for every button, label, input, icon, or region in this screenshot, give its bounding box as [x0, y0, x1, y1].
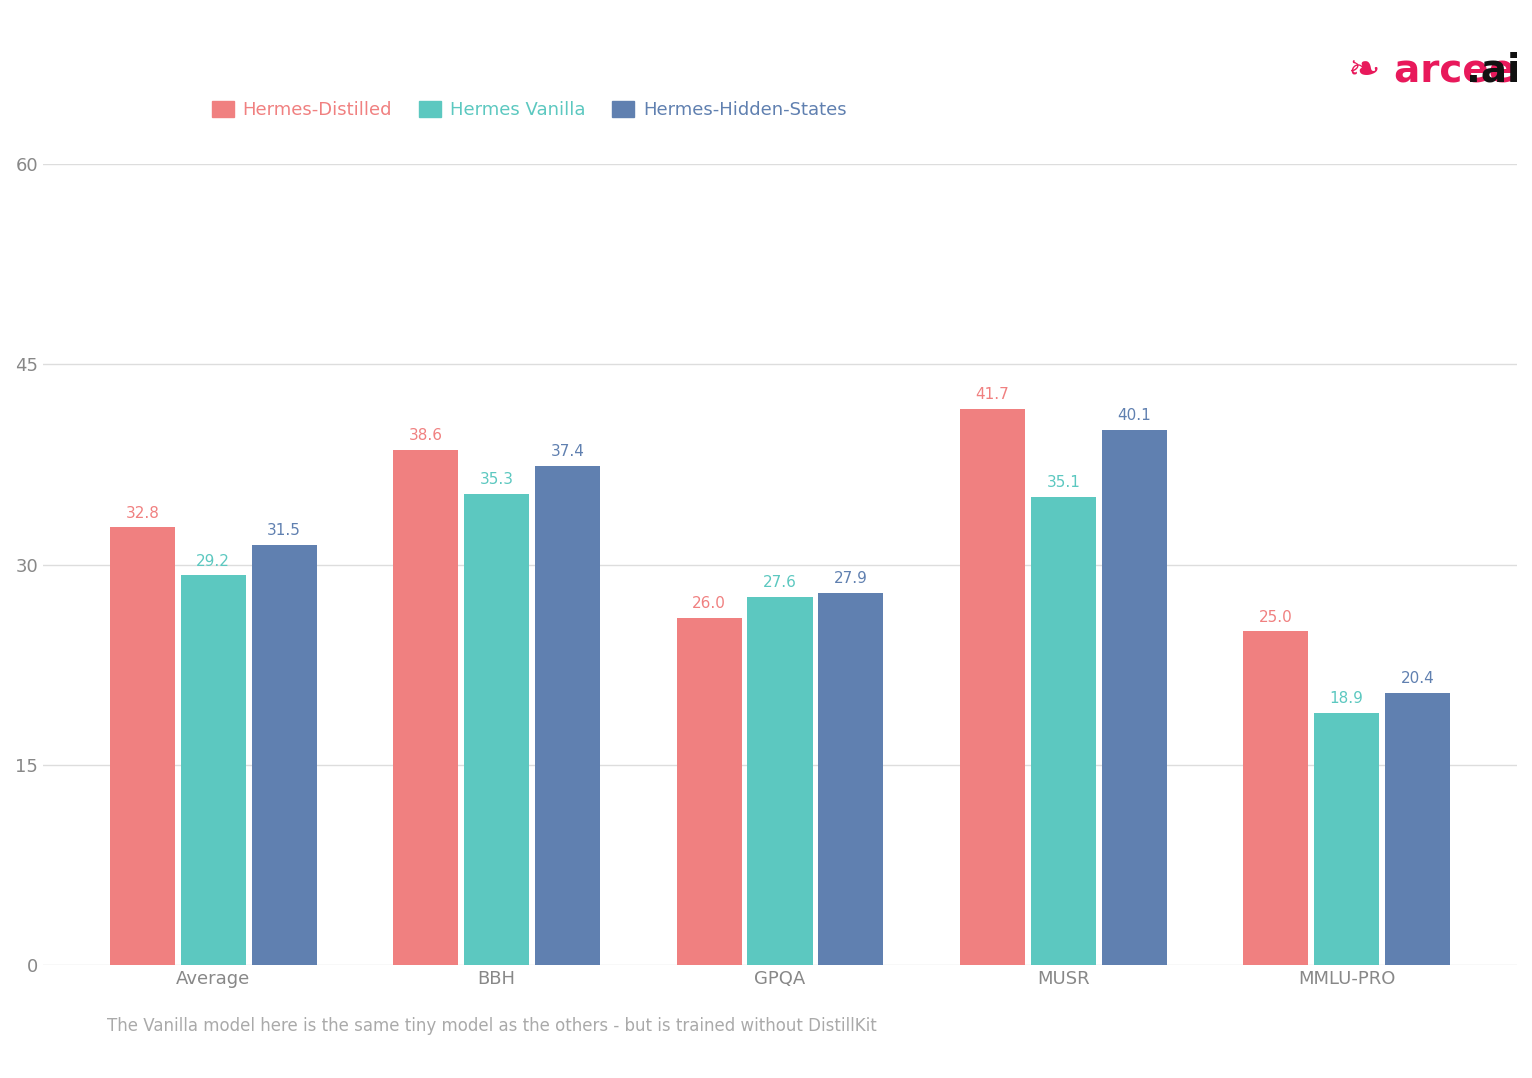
Bar: [677, 618, 741, 965]
Bar: [1242, 632, 1308, 965]
Text: 18.9: 18.9: [1330, 691, 1363, 706]
Text: 31.5: 31.5: [267, 523, 302, 538]
Text: 40.1: 40.1: [1117, 409, 1151, 424]
Text: 32.8: 32.8: [126, 506, 159, 521]
Text: 41.7: 41.7: [976, 387, 1010, 402]
Bar: [961, 409, 1025, 965]
Text: .ai: .ai: [1466, 51, 1520, 89]
Text: ❧ arcee: ❧ arcee: [1348, 51, 1515, 89]
Bar: [748, 596, 812, 965]
Text: 27.9: 27.9: [833, 571, 867, 586]
Bar: [464, 494, 529, 965]
Bar: [251, 544, 317, 965]
Text: 35.1: 35.1: [1046, 475, 1080, 489]
Text: 20.4: 20.4: [1400, 671, 1434, 686]
Text: 35.3: 35.3: [480, 472, 513, 487]
Text: 38.6: 38.6: [409, 428, 443, 443]
Bar: [1314, 713, 1379, 965]
Bar: [181, 576, 245, 965]
Bar: [110, 527, 175, 965]
Bar: [1102, 430, 1167, 965]
Bar: [1031, 497, 1095, 965]
Bar: [1385, 692, 1449, 965]
Bar: [818, 593, 884, 965]
Text: The Vanilla model here is the same tiny model as the others - but is trained wit: The Vanilla model here is the same tiny …: [107, 1017, 876, 1035]
Text: 25.0: 25.0: [1259, 609, 1293, 624]
Bar: [394, 450, 458, 965]
Text: 27.6: 27.6: [763, 575, 797, 590]
Text: 37.4: 37.4: [550, 444, 584, 459]
Bar: [535, 466, 601, 965]
Text: 26.0: 26.0: [692, 596, 726, 611]
Legend: Hermes-Distilled, Hermes Vanilla, Hermes-Hidden-States: Hermes-Distilled, Hermes Vanilla, Hermes…: [205, 94, 853, 126]
Text: 29.2: 29.2: [196, 554, 230, 568]
